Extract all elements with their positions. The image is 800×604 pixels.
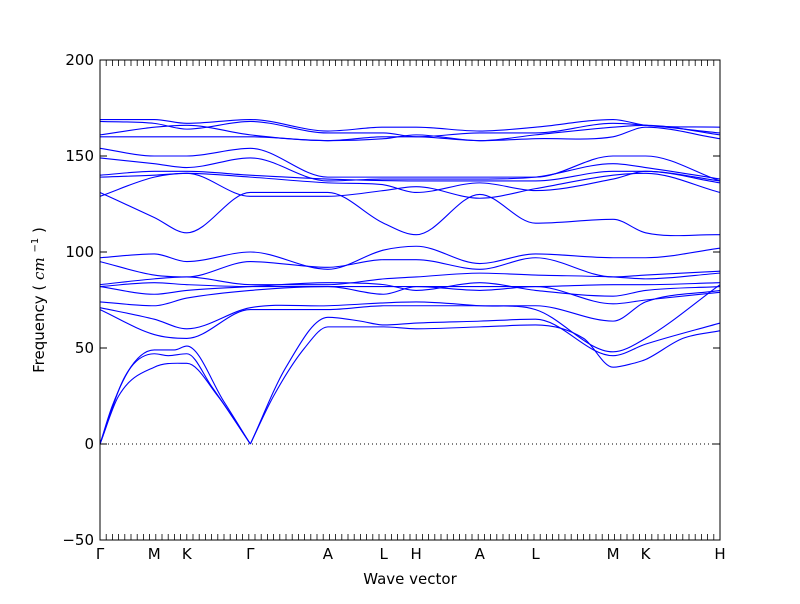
band-line-6: [99, 289, 721, 339]
x-tick-label: K: [641, 545, 652, 563]
band-line-19: [99, 147, 721, 182]
y-axis-title: Frequency ( cm −1 ): [24, 227, 48, 373]
x-tick-label: M: [607, 545, 620, 563]
band-line-17: [99, 170, 721, 182]
y-tick-label: 200: [65, 51, 94, 69]
x-axis-title: Wave vector: [363, 570, 457, 588]
y-axis-title-close: ): [30, 227, 48, 233]
band-line-2: [99, 362, 251, 445]
band-line-21: [99, 124, 721, 142]
x-tick-label: H: [411, 545, 422, 563]
y-axis-title-exponent: −1: [30, 238, 41, 253]
x-tick-label: K: [182, 545, 193, 563]
band-line-16: [99, 170, 721, 194]
band-line-8: [99, 286, 721, 307]
band-line-20: [100, 126, 721, 142]
x-tick-label: Γ: [246, 545, 255, 563]
band-line-1: [99, 353, 251, 445]
y-tick-label: 150: [65, 147, 94, 165]
x-tick-label: L: [531, 545, 540, 563]
x-tick-label: A: [323, 545, 334, 563]
x-tick-label: L: [379, 545, 388, 563]
band-line-4: [249, 324, 721, 445]
y-tick-labels: −50 0 50 100 150 200: [62, 51, 94, 549]
band-line-18: [99, 157, 721, 182]
ticks-layer: [99, 59, 721, 541]
y-axis-title-open: (: [30, 285, 48, 291]
y-tick-label: 50: [75, 339, 94, 357]
x-tick-label: Γ: [96, 545, 105, 563]
y-axis-title-unit: cm: [30, 257, 48, 280]
y-tick-label: −50: [62, 531, 94, 549]
band-line-22: [99, 120, 721, 138]
y-axis-title-text: Frequency: [30, 295, 48, 373]
y-tick-label: 100: [65, 243, 94, 261]
band-line-13: [99, 245, 721, 270]
band-line-5: [249, 316, 721, 445]
band-line-10: [99, 282, 721, 288]
band-line-14: [99, 191, 721, 237]
x-tick-label: H: [714, 545, 725, 563]
x-tick-label: M: [148, 545, 161, 563]
x-tick-label: A: [475, 545, 486, 563]
band-line-3: [99, 345, 251, 445]
y-tick-label: 0: [84, 435, 94, 453]
band-line-23: [99, 118, 721, 132]
band-line-11: [99, 272, 721, 286]
plot-frame: [99, 59, 721, 541]
band-line-12: [99, 257, 721, 278]
band-line-9: [99, 282, 721, 297]
bands-layer: [99, 118, 721, 445]
band-line-7: [99, 284, 721, 353]
